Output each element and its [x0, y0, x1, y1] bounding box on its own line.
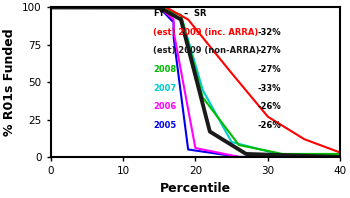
Text: –  SR: – SR	[184, 9, 206, 18]
Text: -26%: -26%	[258, 102, 281, 111]
Text: -33%: -33%	[258, 84, 281, 93]
Text: -26%: -26%	[258, 121, 281, 130]
Text: 2007: 2007	[153, 84, 176, 93]
Text: (est) 2009 (non-ARRA): (est) 2009 (non-ARRA)	[153, 46, 260, 55]
Text: -27%: -27%	[258, 65, 281, 74]
Text: 2005: 2005	[153, 121, 177, 130]
Text: (est) 2009 (inc. ARRA): (est) 2009 (inc. ARRA)	[153, 28, 259, 37]
Text: -27%: -27%	[258, 46, 281, 55]
Text: FY: FY	[153, 9, 165, 18]
Text: 2008: 2008	[153, 65, 176, 74]
Text: -32%: -32%	[258, 28, 281, 37]
X-axis label: Percentile: Percentile	[160, 182, 231, 194]
Text: 2006: 2006	[153, 102, 177, 111]
Y-axis label: % R01s Funded: % R01s Funded	[4, 28, 16, 136]
